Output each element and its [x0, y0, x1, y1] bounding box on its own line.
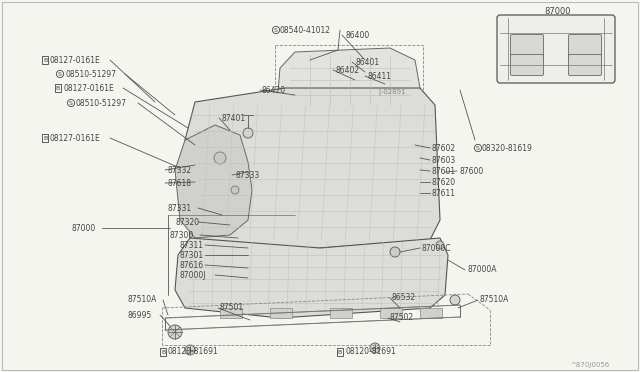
Text: 87603: 87603 — [432, 155, 456, 164]
Text: 08120-81691: 08120-81691 — [345, 347, 396, 356]
Text: 87333: 87333 — [235, 170, 259, 180]
Text: 86402: 86402 — [335, 65, 359, 74]
Text: 86420: 86420 — [262, 86, 286, 94]
Text: 87000C: 87000C — [422, 244, 451, 253]
Text: 87618: 87618 — [168, 179, 192, 187]
Bar — [270, 308, 292, 318]
Text: 08510-51297: 08510-51297 — [76, 99, 127, 108]
Text: 87301: 87301 — [180, 250, 204, 260]
Text: 87320: 87320 — [175, 218, 199, 227]
Text: ^870J0056: ^870J0056 — [570, 362, 609, 368]
Polygon shape — [175, 238, 448, 318]
Text: 08127-0161E: 08127-0161E — [50, 134, 100, 142]
Text: 08127-0161E: 08127-0161E — [50, 55, 100, 64]
Text: 87601: 87601 — [432, 167, 456, 176]
Text: 86401: 86401 — [355, 58, 379, 67]
Text: 87000: 87000 — [72, 224, 96, 232]
Text: 87510A: 87510A — [128, 295, 157, 305]
Text: 87602: 87602 — [432, 144, 456, 153]
Text: B: B — [161, 350, 165, 355]
Text: 87000A: 87000A — [468, 266, 497, 275]
Polygon shape — [175, 125, 252, 238]
Text: 08120-81691: 08120-81691 — [168, 347, 219, 356]
Circle shape — [243, 128, 253, 138]
FancyBboxPatch shape — [511, 35, 543, 60]
Text: 87000J: 87000J — [180, 270, 207, 279]
Text: 08320-81619: 08320-81619 — [482, 144, 533, 153]
Text: 86411: 86411 — [368, 71, 392, 80]
Text: 87510A: 87510A — [480, 295, 509, 305]
Text: 08127-0161E: 08127-0161E — [63, 83, 114, 93]
Circle shape — [436, 241, 444, 249]
Text: 87600: 87600 — [460, 167, 484, 176]
Text: 08510-51297: 08510-51297 — [65, 70, 116, 78]
Text: S: S — [58, 71, 62, 77]
Text: B: B — [338, 350, 342, 355]
Polygon shape — [185, 88, 440, 262]
Circle shape — [370, 343, 380, 353]
Text: 87616: 87616 — [180, 260, 204, 269]
Text: 87000: 87000 — [545, 6, 572, 16]
Text: 87501: 87501 — [220, 304, 244, 312]
FancyBboxPatch shape — [568, 35, 602, 60]
Text: [-02891: [-02891 — [378, 89, 406, 95]
Circle shape — [214, 152, 226, 164]
Circle shape — [390, 247, 400, 257]
Text: 87311: 87311 — [180, 241, 204, 250]
Bar — [420, 308, 442, 318]
Text: S: S — [274, 28, 278, 32]
Text: 86400: 86400 — [345, 31, 369, 39]
FancyBboxPatch shape — [497, 15, 615, 83]
Text: 87611: 87611 — [432, 189, 456, 198]
Text: 87332: 87332 — [168, 166, 192, 174]
FancyBboxPatch shape — [511, 55, 543, 76]
Text: 86995: 86995 — [128, 311, 152, 320]
Bar — [380, 308, 402, 318]
Circle shape — [450, 295, 460, 305]
Text: 87502: 87502 — [390, 314, 414, 323]
Polygon shape — [278, 48, 420, 108]
Circle shape — [185, 345, 195, 355]
Bar — [330, 308, 352, 318]
Circle shape — [168, 325, 182, 339]
Circle shape — [231, 186, 239, 194]
Text: 86532: 86532 — [392, 294, 416, 302]
Bar — [220, 308, 242, 318]
Text: 87401: 87401 — [222, 113, 246, 122]
Text: B: B — [43, 58, 47, 62]
Text: 87331: 87331 — [168, 203, 192, 212]
Text: S: S — [69, 100, 73, 106]
Text: B: B — [43, 135, 47, 141]
Text: S: S — [476, 145, 480, 151]
Text: 87620: 87620 — [432, 177, 456, 186]
FancyBboxPatch shape — [568, 55, 602, 76]
Text: 87300: 87300 — [170, 231, 195, 240]
Text: B: B — [56, 86, 60, 90]
Text: 08540-41012: 08540-41012 — [280, 26, 331, 35]
